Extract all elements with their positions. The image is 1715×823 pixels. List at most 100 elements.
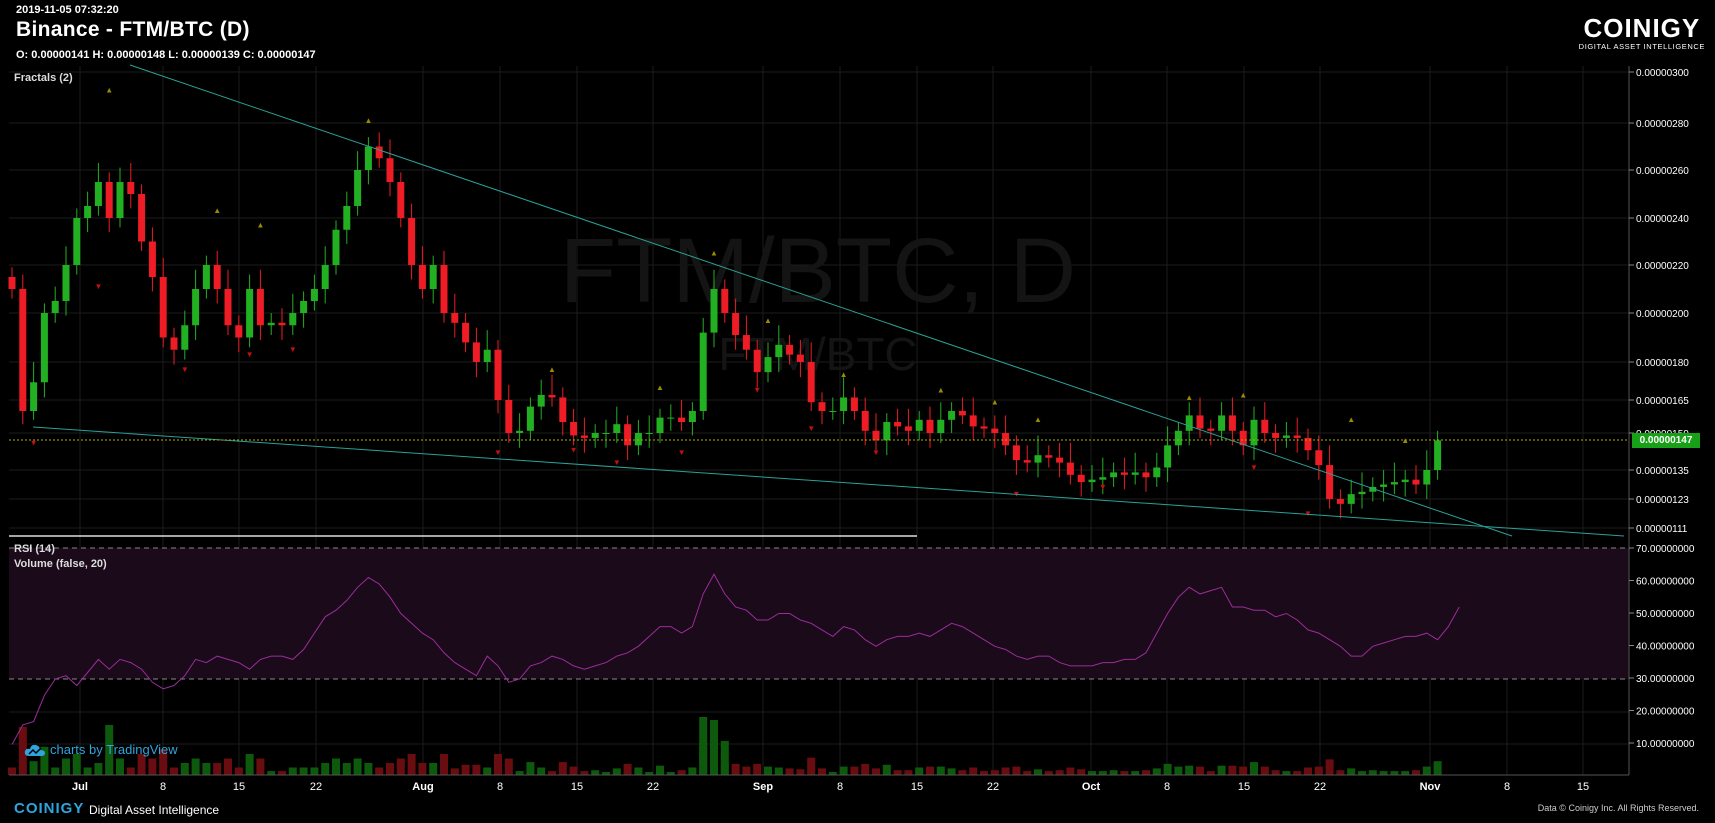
candle-body	[1412, 479, 1420, 485]
volume-bar	[288, 767, 297, 775]
indicator-fractals[interactable]: Fractals (2)	[14, 72, 73, 84]
indicator-volume[interactable]: Volume (false, 20)	[14, 558, 107, 570]
volume-bar	[202, 763, 211, 775]
volume-bar	[958, 770, 967, 775]
candle-body	[246, 289, 254, 338]
time-axis-label: 8	[837, 781, 843, 793]
candle-body	[624, 424, 632, 446]
volume-bar	[1196, 766, 1204, 775]
volume-bar	[8, 767, 16, 775]
candle-body	[354, 170, 362, 206]
candle-body	[991, 428, 999, 433]
volume-bar	[1368, 770, 1377, 775]
volume-bar	[1250, 762, 1258, 775]
candle-body	[829, 411, 837, 412]
candle-body	[850, 397, 858, 411]
volume-bar	[1174, 766, 1183, 775]
candle-body	[19, 289, 27, 411]
time-axis-label: 15	[911, 781, 923, 793]
candle-body	[213, 265, 221, 289]
volume-bar	[1412, 770, 1420, 775]
volume-bar	[94, 763, 103, 775]
candle-body	[127, 182, 135, 194]
fractal-up: ▲	[656, 383, 664, 392]
volume-bar	[18, 727, 27, 775]
candle-body	[310, 289, 318, 301]
time-axis-label: 15	[1577, 781, 1589, 793]
candle-body	[883, 422, 891, 441]
candle-body	[1282, 435, 1290, 438]
candle-body	[289, 313, 297, 326]
volume-bars	[8, 717, 1442, 775]
fractal-down: ▼	[1250, 463, 1258, 472]
volume-bar	[450, 768, 459, 775]
fractal-down: ▼	[246, 350, 254, 359]
candle-body	[116, 182, 124, 218]
price-axis-label: 0.00000135	[1636, 466, 1689, 477]
time-axis-label: Aug	[412, 781, 433, 793]
volume-bar	[126, 767, 135, 775]
volume-bar	[461, 764, 470, 775]
candle-body	[1077, 474, 1085, 483]
candle-body	[1174, 430, 1182, 446]
volume-bar	[785, 768, 794, 775]
candle-body	[915, 419, 923, 431]
candle-body	[105, 182, 113, 218]
volume-bar	[1023, 771, 1032, 775]
candle-body	[1045, 455, 1053, 458]
candle-body	[202, 265, 210, 289]
candle-body	[397, 182, 405, 218]
candle-body	[1110, 472, 1118, 478]
volume-bar	[1325, 759, 1334, 775]
candle-body	[1369, 486, 1377, 492]
candle-body	[602, 433, 610, 434]
volume-bar	[699, 717, 708, 775]
fractal-down: ▼	[289, 345, 297, 354]
volume-bar	[1077, 769, 1086, 775]
candle-body	[181, 325, 189, 350]
ohlc-readout: O: 0.00000141 H: 0.00000148 L: 0.0000013…	[16, 49, 316, 61]
footer-copyright: Data © Coinigy Inc. All Rights Reserved.	[1537, 803, 1699, 813]
volume-bar	[1422, 766, 1431, 775]
time-axis-label: 22	[310, 781, 322, 793]
candle-body	[1120, 472, 1128, 475]
volume-bar	[1120, 771, 1129, 775]
candle-body	[732, 313, 740, 336]
volume-bar	[83, 767, 92, 775]
volume-bar	[796, 769, 805, 775]
volume-bar	[623, 763, 632, 775]
candle-body	[408, 218, 416, 265]
fractal-up: ▲	[764, 316, 772, 325]
volume-bar	[299, 767, 308, 775]
candle-body	[1066, 462, 1074, 475]
candle-body	[94, 182, 102, 206]
volume-bar	[245, 754, 254, 775]
last-price-tag: 0.00000147	[1632, 433, 1700, 448]
candle-body	[505, 400, 513, 433]
fractal-up: ▲	[991, 397, 999, 406]
volume-bar	[386, 763, 394, 775]
rsi-axis-label: 30.00000000	[1636, 674, 1695, 685]
time-axis-label: Nov	[1420, 781, 1442, 793]
price-axis-label: 0.00000111	[1636, 524, 1688, 535]
candle-body	[1164, 445, 1172, 468]
volume-bar	[1358, 771, 1366, 775]
tradingview-label[interactable]: charts by TradingView	[50, 742, 178, 757]
time-axis-label: 8	[1164, 781, 1170, 793]
tradingview-credit[interactable]: charts by TradingView	[24, 742, 178, 757]
volume-bar	[1001, 767, 1010, 775]
candle-body	[1250, 419, 1258, 446]
candle-body	[580, 435, 588, 438]
volume-bar	[1293, 771, 1302, 775]
indicator-rsi[interactable]: RSI (14)	[14, 543, 55, 555]
volume-bar	[267, 771, 276, 775]
candle-body	[948, 411, 956, 420]
candle-body	[591, 433, 599, 438]
candle-body	[1196, 415, 1204, 429]
volume-bar	[1282, 771, 1291, 775]
volume-bar	[148, 758, 157, 775]
watermark-sub: FTM/BTC	[718, 328, 917, 380]
fractal-up: ▲	[840, 370, 848, 379]
fractal-up: ▲	[256, 220, 264, 229]
volume-bar	[1379, 771, 1388, 775]
